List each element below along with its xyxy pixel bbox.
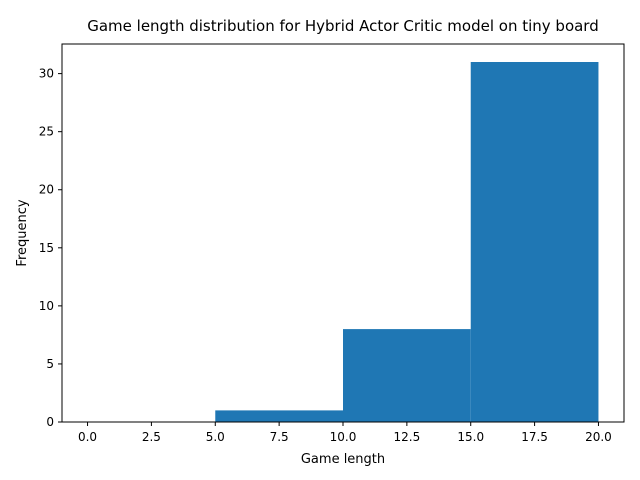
y-tick-label: 25	[39, 125, 54, 139]
histogram-bar-1	[215, 410, 343, 422]
chart-title: Game length distribution for Hybrid Acto…	[87, 17, 599, 35]
y-tick-label: 15	[39, 241, 54, 255]
y-tick-label: 10	[39, 299, 54, 313]
x-tick-label: 15.0	[457, 430, 484, 444]
y-tick-label: 30	[39, 67, 54, 81]
histogram-bar-2	[343, 329, 471, 422]
x-tick-label: 0.0	[78, 430, 97, 444]
x-tick-label: 20.0	[585, 430, 612, 444]
histogram-bar-3	[470, 62, 599, 422]
x-tick-label: 2.5	[142, 430, 161, 444]
plot-frame	[61, 43, 625, 423]
x-tick-label: 10.0	[330, 430, 357, 444]
x-axis-label: Game length	[301, 452, 385, 467]
y-tick-label: 0	[46, 415, 54, 429]
x-tick-label: 17.5	[521, 430, 548, 444]
x-tick-label: 12.5	[394, 430, 421, 444]
bars-group	[215, 62, 599, 422]
y-tick-label: 5	[46, 357, 54, 371]
x-tick-label: 7.5	[270, 430, 289, 444]
x-axis-ticks: 0.0 2.5 5.0 7.5 10.0 12.5 15.0 17.5 20.0	[78, 422, 612, 444]
y-tick-label: 20	[39, 183, 54, 197]
y-axis-ticks: 0 5 10 15 20 25 30	[39, 67, 62, 429]
y-axis-label: Frequency	[15, 199, 30, 266]
x-tick-label: 5.0	[206, 430, 225, 444]
